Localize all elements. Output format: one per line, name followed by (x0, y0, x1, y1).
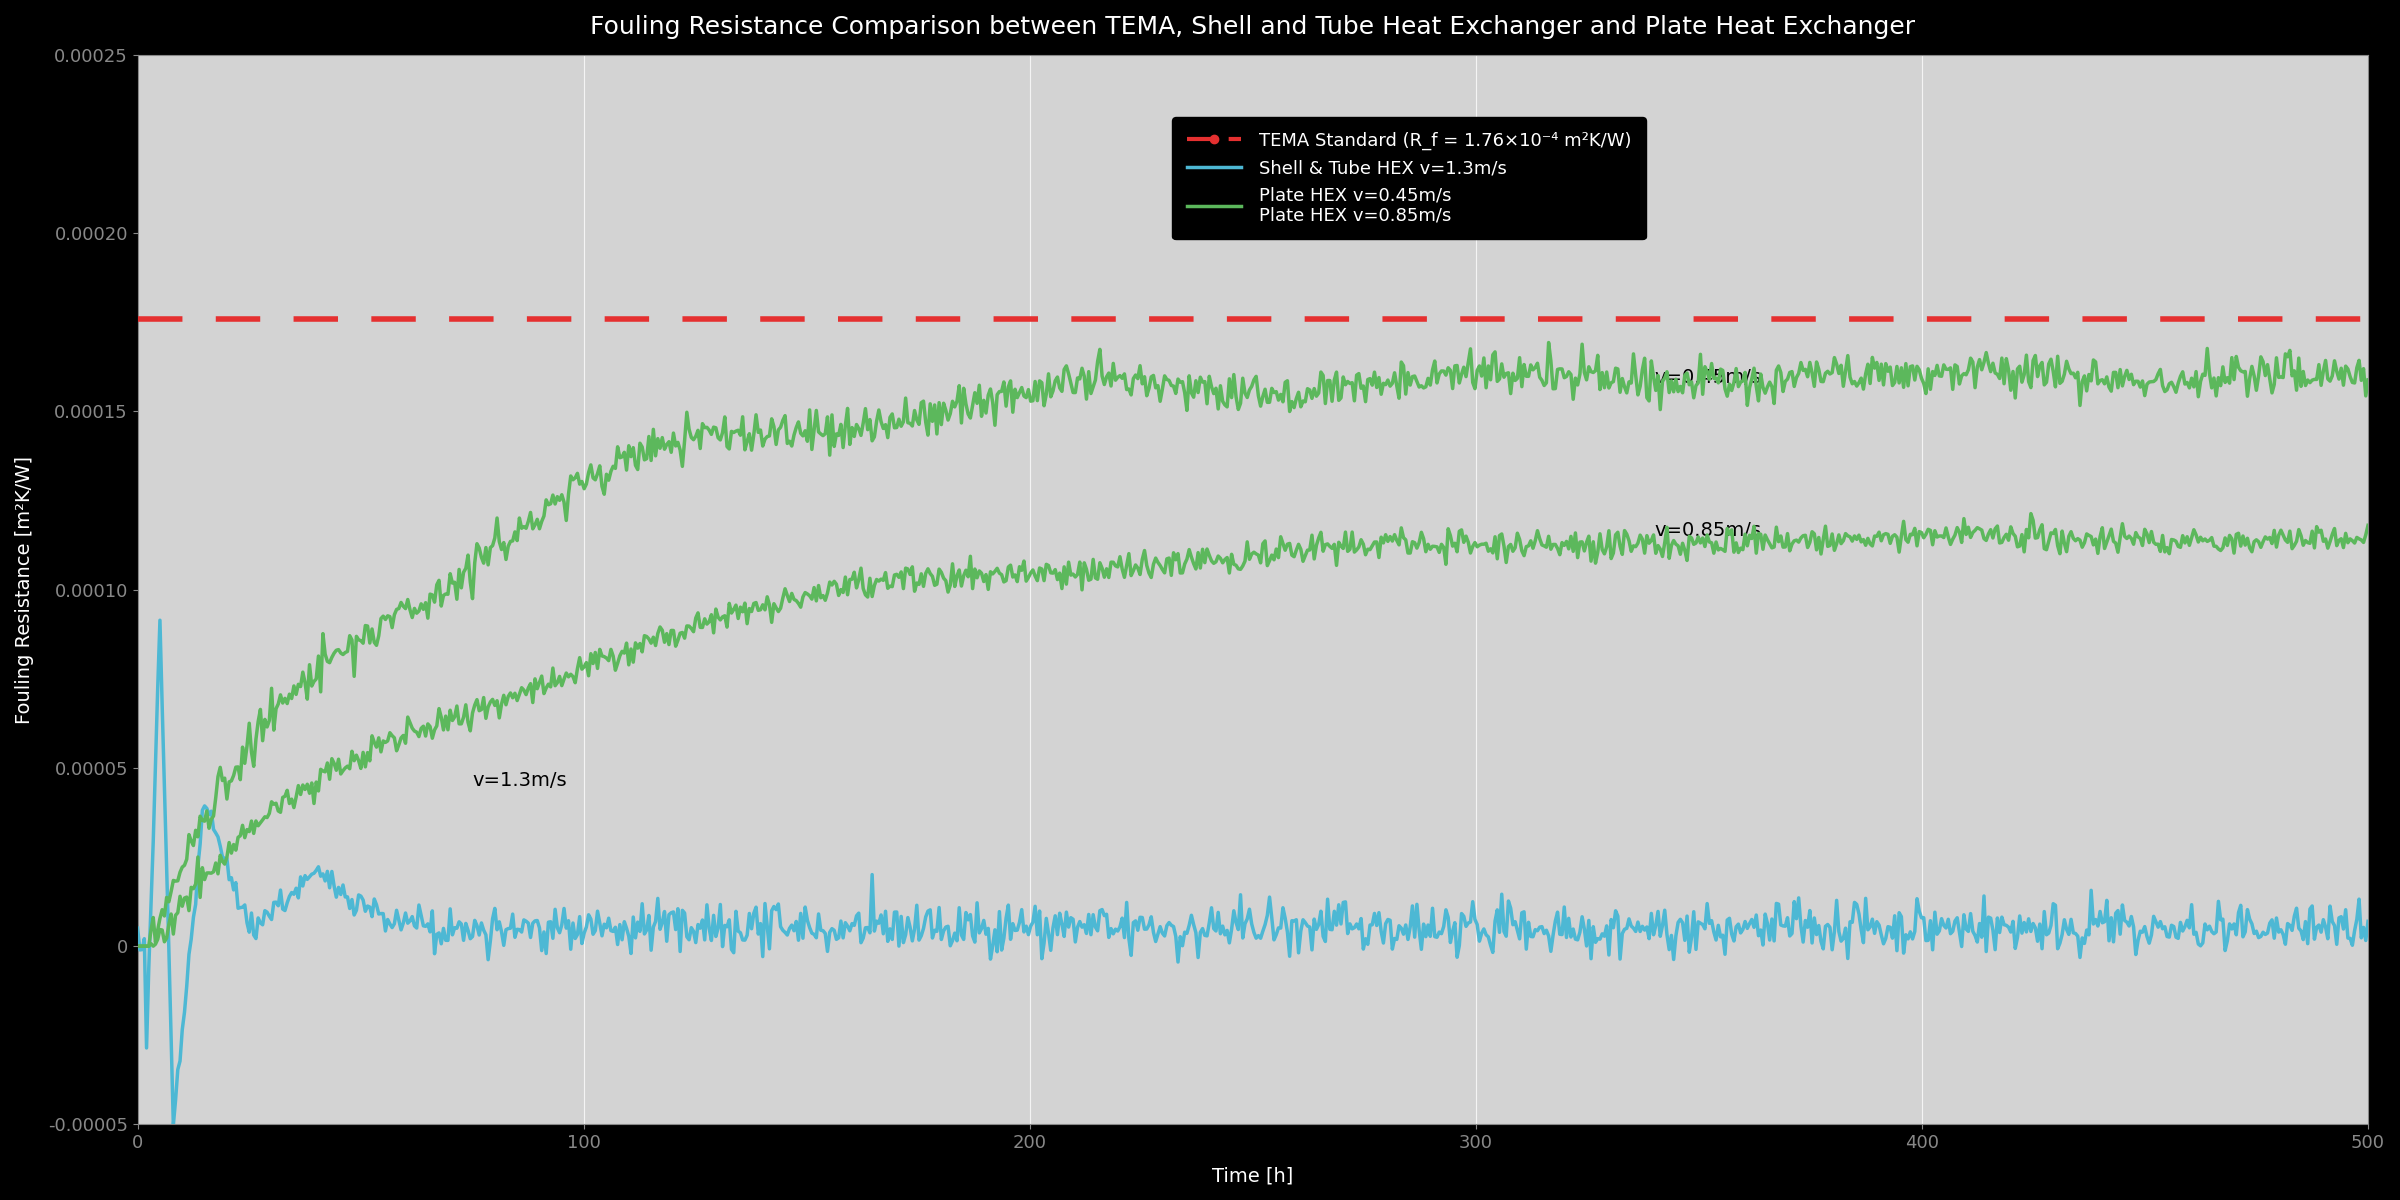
Y-axis label: Fouling Resistance [m²K/W]: Fouling Resistance [m²K/W] (14, 456, 34, 724)
Legend: TEMA Standard (R_f = 1.76×10⁻⁴ m²K/W), Shell & Tube HEX v=1.3m/s, Plate HEX v=0.: TEMA Standard (R_f = 1.76×10⁻⁴ m²K/W), S… (1171, 118, 1646, 239)
Text: v=1.3m/s: v=1.3m/s (473, 770, 566, 790)
Title: Fouling Resistance Comparison between TEMA, Shell and Tube Heat Exchanger and Pl: Fouling Resistance Comparison between TE… (590, 14, 1915, 38)
X-axis label: Time [h]: Time [h] (1212, 1166, 1294, 1186)
Text: v=0.45m/s: v=0.45m/s (1654, 368, 1762, 386)
Text: v=0.85m/s: v=0.85m/s (1654, 521, 1762, 540)
